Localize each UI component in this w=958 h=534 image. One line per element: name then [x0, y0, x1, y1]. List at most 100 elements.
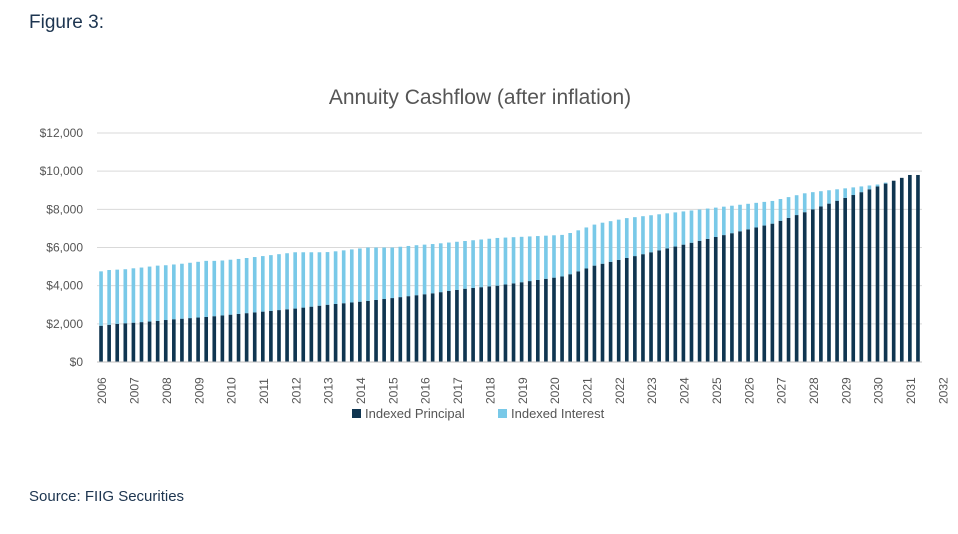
bar-principal — [891, 180, 896, 362]
bar-interest — [544, 235, 548, 279]
bar-interest — [301, 252, 306, 308]
bar-interest — [746, 203, 750, 230]
bar-principal — [738, 231, 742, 362]
bar-principal — [236, 313, 241, 362]
bar-principal — [260, 311, 265, 362]
bar-principal — [422, 294, 427, 362]
bar-interest — [730, 205, 734, 234]
bar-interest — [382, 247, 386, 300]
bar-interest — [455, 241, 459, 290]
bar-principal — [600, 263, 605, 362]
bar-principal — [333, 303, 338, 362]
bar-principal — [624, 258, 629, 362]
bar-interest — [236, 258, 241, 314]
bar-interest — [479, 239, 484, 288]
bar-principal — [641, 254, 645, 362]
bar-principal — [633, 256, 637, 362]
bar-interest — [738, 204, 742, 232]
bar-interest — [875, 184, 880, 187]
bar-principal — [778, 220, 783, 362]
bar-principal — [285, 309, 289, 362]
bar-interest — [503, 237, 508, 285]
x-tick-label: 2026 — [742, 377, 756, 404]
bar-principal — [495, 285, 500, 362]
bar-principal — [875, 186, 880, 362]
bar-interest — [859, 186, 864, 193]
bar-principal — [560, 276, 564, 362]
bar-interest — [786, 197, 791, 218]
bar-principal — [827, 203, 831, 362]
bar-interest — [366, 247, 370, 301]
x-tick-label: 2027 — [775, 377, 789, 404]
x-tick-label: 2031 — [904, 377, 918, 404]
legend-label-interest: Indexed Interest — [511, 406, 605, 421]
bar-interest — [681, 211, 686, 245]
bar-principal — [665, 248, 670, 362]
bar-principal — [859, 192, 864, 362]
y-tick-label: $2,000 — [46, 317, 83, 331]
bar-interest — [123, 269, 128, 324]
bar-principal — [697, 240, 702, 362]
y-tick-label: $0 — [70, 355, 84, 369]
x-tick-label: 2009 — [192, 377, 206, 404]
bar-interest — [762, 201, 767, 226]
bar-principal — [317, 305, 322, 362]
x-tick-label: 2013 — [322, 377, 336, 404]
bar-principal — [115, 323, 120, 362]
bar-principal — [131, 322, 136, 362]
bar-principal — [544, 278, 548, 362]
bar-interest — [196, 261, 200, 318]
bar-principal — [673, 246, 678, 362]
x-tick-label: 2025 — [710, 377, 724, 404]
bar-interest — [722, 206, 726, 236]
bar-principal — [689, 242, 694, 362]
bar-interest — [835, 189, 839, 201]
bar-principal — [349, 302, 354, 362]
bar-principal — [843, 197, 847, 362]
bar-interest — [358, 248, 362, 302]
bar-interest — [398, 246, 403, 298]
y-tick-label: $10,000 — [40, 164, 84, 178]
x-tick-label: 2017 — [451, 377, 465, 404]
bar-principal — [196, 317, 200, 362]
x-tick-label: 2022 — [613, 377, 627, 404]
x-tick-label: 2028 — [807, 377, 821, 404]
bar-principal — [374, 299, 378, 362]
bar-interest — [447, 242, 451, 292]
bar-interest — [285, 253, 289, 310]
bar-interest — [244, 258, 249, 314]
bar-interest — [560, 234, 564, 277]
bar-principal — [358, 301, 362, 362]
bar-principal — [269, 310, 273, 362]
bar-interest — [277, 254, 281, 311]
bar-principal — [681, 244, 686, 362]
legend-swatch-principal — [352, 409, 361, 418]
legend-swatch-interest — [498, 409, 507, 418]
bar-interest — [487, 238, 492, 287]
x-tick-label: 2011 — [257, 378, 271, 404]
bar-interest — [568, 233, 572, 275]
bar-interest — [430, 244, 435, 294]
bar-principal — [406, 296, 411, 362]
bar-principal — [713, 237, 718, 362]
bar-principal — [867, 189, 872, 362]
bar-interest — [705, 208, 710, 239]
bar-interest — [204, 260, 209, 317]
bar-interest — [172, 264, 176, 320]
x-tick-label: 2012 — [289, 377, 303, 404]
y-tick-label: $12,000 — [40, 126, 84, 140]
bar-interest — [754, 202, 759, 228]
x-tick-label: 2024 — [678, 377, 692, 404]
bar-interest — [851, 187, 856, 196]
bar-interest — [689, 210, 694, 243]
bar-interest — [107, 270, 111, 325]
bar-principal — [172, 319, 176, 362]
bar-interest — [341, 250, 346, 304]
bar-principal — [325, 304, 330, 362]
bar-principal — [810, 209, 815, 362]
bar-principal — [786, 217, 791, 362]
bar-principal — [293, 308, 297, 362]
bar-principal — [438, 292, 443, 362]
bar-interest — [147, 266, 152, 322]
legend-label-principal: Indexed Principal — [365, 406, 465, 421]
